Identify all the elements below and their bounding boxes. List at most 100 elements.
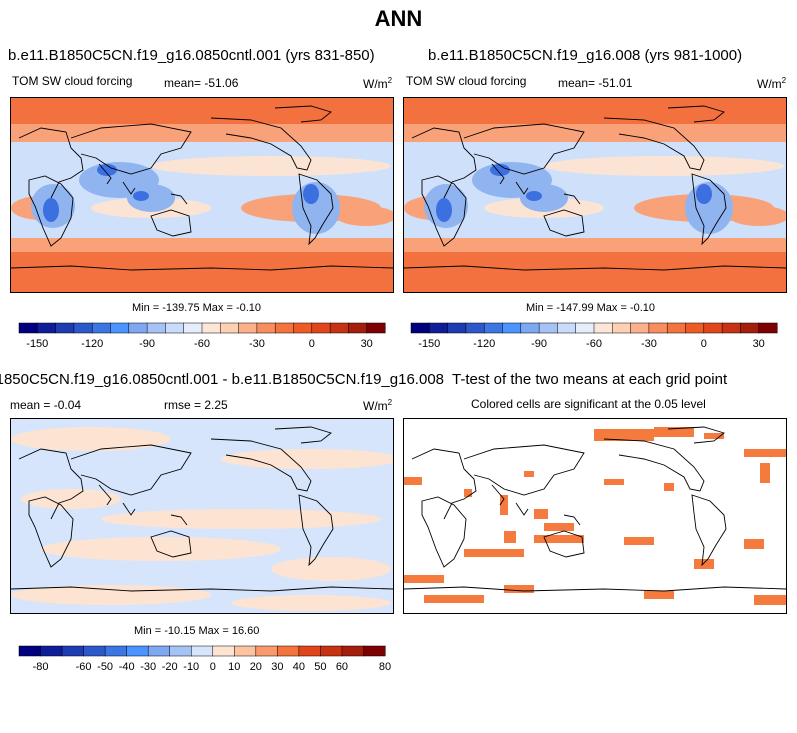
colorbar-cell (212, 645, 235, 657)
colorbar-tick-label: 0 (210, 661, 216, 673)
colorbar-tick-label: -90 (531, 338, 547, 350)
colorbar-tick-label: 30 (753, 338, 765, 350)
panel3-mean: mean = -0.04 (10, 398, 82, 412)
colorbar-cell (465, 322, 485, 334)
panel2-colorbar-svg: -150 -120 -90 -60 -30 0 30 (410, 322, 778, 350)
colorbar-cell (126, 645, 149, 657)
panel1-units: W/m2 (363, 76, 393, 91)
colorbar-tick-label: -60 (194, 338, 210, 350)
colorbar-tick-label: -150 (26, 338, 48, 350)
colorbar-tick-label: -30 (140, 661, 156, 673)
colorbar-cell (220, 322, 240, 334)
colorbar-cell (520, 322, 540, 334)
colorbar-cell (575, 322, 595, 334)
panel2-case-title: b.e11.B1850C5CN.f19_g16.008 (yrs 981-100… (428, 47, 743, 64)
colorbar-cell (429, 322, 449, 334)
panel1-variable: TOM SW cloud forcing (12, 74, 133, 88)
colorbar-tick-label: -50 (97, 661, 113, 673)
colorbar-cell (410, 322, 430, 334)
colorbar-cell (277, 645, 300, 657)
colorbar-tick-label: -120 (81, 338, 103, 350)
colorbar-cell (201, 322, 221, 334)
colorbar-cell (320, 645, 343, 657)
colorbar-tick-label: 0 (309, 338, 315, 350)
colorbar-tick-label: 40 (293, 661, 305, 673)
colorbar-cell (83, 645, 106, 657)
panel4-map (403, 418, 787, 614)
colorbar-cell (238, 322, 258, 334)
colorbar-cell (366, 322, 386, 334)
colorbar-cell (593, 322, 613, 334)
panel1-mean: mean= -51.06 (164, 76, 239, 90)
colorbar-cell (165, 322, 185, 334)
panel1-colorbar-svg: -150 -120 -90 -60 -30 0 30 (18, 322, 386, 350)
panel2-minmax: Min = -147.99 Max = -0.10 (526, 302, 656, 314)
panel3-minmax: Min = -10.15 Max = 16.60 (134, 625, 260, 637)
colorbar-cell (18, 645, 42, 657)
panel1-map-svg (11, 98, 393, 292)
colorbar-cell (447, 322, 467, 334)
colorbar-cell (483, 322, 504, 334)
panel3-units: W/m2 (363, 398, 393, 413)
colorbar-tick-label: -30 (249, 338, 265, 350)
colorbar-cell (612, 322, 632, 334)
colorbar-tick-label: 80 (379, 661, 391, 673)
panel2-mean: mean= -51.01 (558, 76, 633, 90)
colorbar-cell (666, 322, 687, 334)
panel2-units: W/m2 (757, 76, 787, 91)
panel3-case-title: b.e11.B1850C5CN.f19_g16.0850cntl.001 - b… (0, 371, 444, 388)
colorbar-tick-label: -20 (162, 661, 178, 673)
colorbar-tick-label: -80 (33, 661, 49, 673)
colorbar-cell (758, 322, 778, 334)
colorbar-cell (329, 322, 349, 334)
colorbar-cell (40, 645, 63, 657)
panel1-case-title: b.e11.B1850C5CN.f19_g16.0850cntl.001 (yr… (8, 47, 375, 64)
colorbar-cell (169, 645, 192, 657)
colorbar-tick-label: -150 (418, 338, 440, 350)
panel4-map-svg (404, 419, 786, 613)
colorbar-cell (91, 322, 112, 334)
colorbar-tick-label: 0 (701, 338, 707, 350)
colorbar-cell (256, 322, 276, 334)
colorbar-cell (61, 645, 85, 657)
colorbar-cell (740, 322, 760, 334)
panel3-rmse: rmse = 2.25 (164, 398, 228, 412)
colorbar-tick-label: -90 (139, 338, 155, 350)
panel1-minmax: Min = -139.75 Max = -0.10 (132, 302, 262, 314)
panel2-map (403, 97, 787, 293)
panel2-map-svg (404, 98, 786, 292)
colorbar-tick-label: -120 (473, 338, 495, 350)
colorbar-tick-label: 30 (271, 661, 283, 673)
panel2-colorbar: -150 -120 -90 -60 -30 0 30 (410, 322, 778, 353)
colorbar-tick-label: -60 (76, 661, 92, 673)
colorbar-tick-label: -10 (183, 661, 199, 673)
panel1-colorbar: -150 -120 -90 -60 -30 0 30 (18, 322, 386, 353)
colorbar-tick-label: 50 (314, 661, 326, 673)
panel3-map (10, 418, 394, 614)
colorbar-cell (348, 322, 368, 334)
colorbar-cell (274, 322, 295, 334)
colorbar-cell (104, 645, 128, 657)
colorbar-cell (18, 322, 38, 334)
colorbar-cell (311, 322, 331, 334)
colorbar-tick-label: -60 (586, 338, 602, 350)
colorbar-cell (293, 322, 313, 334)
colorbar-cell (630, 322, 650, 334)
colorbar-cell (147, 645, 171, 657)
colorbar-cell (703, 322, 723, 334)
colorbar-cell (73, 322, 93, 334)
colorbar-cell (298, 645, 321, 657)
colorbar-cell (721, 322, 741, 334)
colorbar-cell (110, 322, 130, 334)
colorbar-cell (190, 645, 214, 657)
colorbar-cell (183, 322, 203, 334)
panel4-title: T-test of the two means at each grid poi… (452, 371, 728, 388)
colorbar-cell (502, 322, 522, 334)
colorbar-cell (648, 322, 668, 334)
panel2-variable: TOM SW cloud forcing (406, 74, 527, 88)
colorbar-cell (685, 322, 705, 334)
colorbar-cell (255, 645, 278, 657)
colorbar-tick-label: 30 (361, 338, 373, 350)
colorbar-cell (538, 322, 558, 334)
colorbar-cell (37, 322, 57, 334)
